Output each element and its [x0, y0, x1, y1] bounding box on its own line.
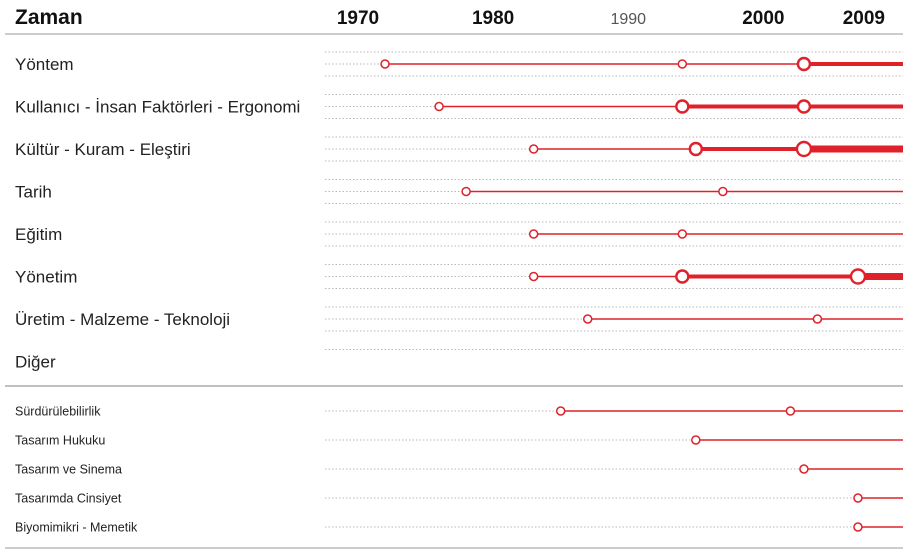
main-row-marker-1-0	[434, 101, 444, 112]
main-row-label-5: Yönetim	[15, 267, 77, 286]
tick-label-2009: 2009	[843, 8, 885, 29]
sub-row-marker-1-0	[691, 435, 701, 445]
main-row-marker-3-0	[461, 186, 471, 197]
main-row-marker-6-1	[812, 314, 823, 324]
main-row-marker-4-1	[677, 229, 688, 239]
tick-label-1990: 1990	[610, 11, 646, 28]
main-row-marker-1-2	[796, 99, 812, 114]
tick-label-1980: 1980	[472, 8, 514, 29]
tick-label-2000: 2000	[742, 8, 784, 29]
main-row-marker-0-0	[380, 59, 390, 69]
sub-row-marker-4-0	[853, 522, 863, 532]
main-row-label-1: Kullanıcı - İnsan Faktörleri - Ergonomi	[15, 97, 300, 116]
main-row-marker-2-2	[795, 140, 813, 158]
tick-label-1970: 1970	[337, 8, 379, 29]
sub-row-marker-0-0	[555, 406, 566, 416]
sub-row-marker-0-1	[785, 406, 796, 416]
main-row-marker-2-1	[688, 141, 704, 157]
sub-row-label-0: Sürdürülebilirlik	[15, 404, 101, 418]
main-row-marker-2-0	[528, 144, 539, 154]
main-row-marker-5-2	[849, 268, 867, 285]
sub-row-marker-2-0	[799, 464, 809, 474]
main-row-label-0: Yöntem	[15, 55, 74, 74]
main-row-label-6: Üretim - Malzeme - Teknoloji	[15, 310, 230, 329]
main-row-label-3: Tarih	[15, 182, 52, 201]
header-label: Zaman	[15, 6, 83, 29]
main-row-marker-1-1	[675, 99, 690, 114]
main-row-marker-5-1	[675, 269, 690, 284]
sub-row-label-1: Tasarım Hukuku	[15, 433, 105, 447]
main-row-marker-3-1	[718, 186, 728, 197]
main-row-marker-6-0	[582, 314, 593, 324]
main-row-label-2: Kültür - Kuram - Eleştiri	[15, 140, 191, 159]
sub-row-marker-3-0	[853, 493, 863, 503]
main-row-marker-0-2	[796, 56, 812, 72]
main-row-marker-0-1	[677, 59, 688, 69]
sub-row-label-4: Biyomimikri - Memetik	[15, 520, 138, 534]
main-row-label-4: Eğitim	[15, 225, 62, 244]
sub-row-label-2: Tasarım ve Sinema	[15, 462, 122, 476]
sub-row-label-3: Tasarımda Cinsiyet	[15, 491, 122, 505]
main-row-marker-4-0	[528, 229, 539, 239]
main-row-marker-5-0	[528, 271, 539, 282]
main-row-label-7: Diğer	[15, 352, 56, 371]
